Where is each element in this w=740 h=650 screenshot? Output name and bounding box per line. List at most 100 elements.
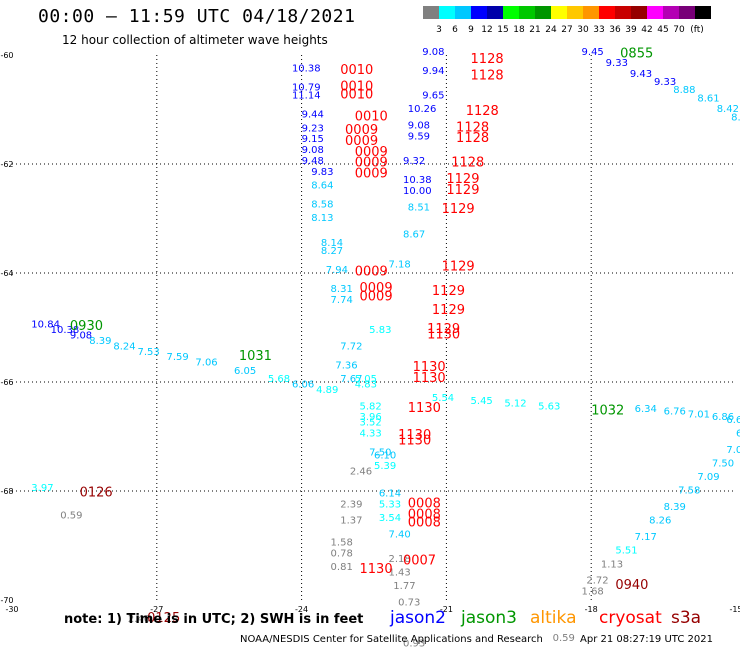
- wave-height-label: 7.59: [166, 352, 188, 363]
- pass-time-label: 0008: [408, 515, 441, 530]
- wave-height-label: 7.50: [712, 458, 734, 469]
- wave-height-label: 6.10: [374, 450, 396, 461]
- wave-height-label: 6.34: [635, 404, 657, 415]
- pass-time-label: 0855: [620, 47, 653, 62]
- legend-swatch: [519, 6, 535, 19]
- legend-swatch: [535, 6, 551, 19]
- wave-height-label: 7.50: [369, 448, 391, 459]
- wave-height-label: 9.08: [302, 145, 324, 156]
- wave-height-label: 2.72: [586, 576, 608, 587]
- pass-time-label: 1129: [432, 303, 465, 318]
- y-tick-label: -70: [0, 596, 13, 605]
- legend-swatch: [455, 6, 471, 19]
- wave-height-label: 5.12: [504, 399, 526, 410]
- wave-height-label: 1.68: [582, 587, 604, 598]
- wave-height-label: 0.73: [398, 597, 420, 608]
- wave-height-label: 9.94: [422, 66, 444, 77]
- pass-time-label: 0010: [340, 63, 373, 78]
- wave-height-label: 7.72: [340, 341, 362, 352]
- wave-height-label: 10.38: [51, 325, 80, 336]
- legend-label: 24: [545, 25, 557, 35]
- wave-height-label: 9.48: [302, 156, 324, 167]
- wave-height-label: 8.67: [403, 230, 425, 241]
- pass-time-label: 1129: [432, 284, 465, 299]
- legend-label: 39: [625, 25, 637, 35]
- pass-time-label: 1128: [466, 104, 499, 119]
- pass-time-label: 0008: [408, 496, 441, 511]
- wave-height-label: 6.86: [712, 412, 734, 423]
- pass-time-label: 1130: [413, 371, 446, 386]
- legend-swatch: [631, 6, 647, 19]
- wave-height-label: 4.83: [355, 379, 377, 390]
- legend-label: 70: [673, 25, 685, 35]
- wave-height-label: 8.42: [717, 104, 739, 115]
- wave-height-label: 8.64: [311, 181, 333, 192]
- wave-height-label: 9.15: [302, 134, 324, 145]
- x-tick-label: -15: [729, 605, 740, 614]
- pass-time-label: 1130: [413, 360, 446, 375]
- wave-height-label: 8.27: [321, 246, 343, 257]
- wave-height-label: 7.17: [635, 532, 657, 543]
- pass-time-label: 0009: [355, 265, 388, 280]
- wave-height-label: 6.87: [736, 429, 740, 440]
- wave-height-label: 6.14: [379, 488, 401, 499]
- legend-swatch: [567, 6, 583, 19]
- wave-height-label: 5.68: [268, 374, 290, 385]
- wave-height-label: 7.36: [335, 360, 357, 371]
- wave-height-label: 10.38: [403, 175, 432, 186]
- y-tick-label: -66: [0, 378, 13, 387]
- legend-label: 30: [577, 25, 589, 35]
- wave-height-label: 7.40: [388, 529, 410, 540]
- wave-height-label: 8.14: [321, 238, 343, 249]
- wave-height-label: 6.76: [664, 407, 686, 418]
- wave-height-label: 1.13: [601, 559, 623, 570]
- wave-height-label: 8.24: [113, 341, 135, 352]
- wave-height-label: 7.58: [678, 486, 700, 497]
- pass-time-label: 0010: [340, 88, 373, 103]
- page-subtitle: 12 hour collection of altimeter wave hei…: [62, 33, 328, 47]
- wave-height-label: 9.45: [582, 47, 604, 58]
- pass-time-label: 1128: [456, 120, 489, 135]
- pass-time-label: 1130: [360, 562, 393, 577]
- legend-swatch: [583, 6, 599, 19]
- pass-time-label: 1129: [427, 322, 460, 337]
- wave-height-label: 0.59: [60, 510, 82, 521]
- footer-note: note: 1) Time is in UTC; 2) SWH is in fe…: [64, 612, 364, 627]
- wave-height-label: 0.81: [331, 562, 353, 573]
- pass-time-label: 1130: [398, 434, 431, 449]
- pass-time-label: 0009: [345, 123, 378, 138]
- wave-height-label: 1.43: [388, 567, 410, 578]
- pass-time-label: 0008: [408, 507, 441, 522]
- legend-label: 15: [497, 25, 508, 35]
- wave-height-label: 3.52: [360, 418, 382, 429]
- pass-time-label: 1129: [446, 183, 479, 198]
- wave-height-label: 0.78: [331, 548, 353, 559]
- pass-time-label: 1128: [456, 131, 489, 146]
- wave-height-label: 11.14: [292, 91, 321, 102]
- legend-swatch: [439, 6, 455, 19]
- wave-height-label: 7.53: [137, 347, 159, 358]
- pass-time-label: 1129: [446, 172, 479, 187]
- legend-swatch: [679, 6, 695, 19]
- y-tick-label: -68: [0, 487, 13, 496]
- pass-time-label: 0940: [615, 578, 648, 593]
- legend-label: 27: [561, 25, 572, 35]
- legend-label: 45: [657, 25, 668, 35]
- wave-height-label: 5.33: [379, 499, 401, 510]
- wave-height-label: 1.58: [331, 538, 353, 549]
- generation-timestamp: Apr 21 08:27:19 UTC 2021: [580, 634, 713, 645]
- legend-swatch: [503, 6, 519, 19]
- legend-label: 42: [641, 25, 652, 35]
- wave-height-label: 5.39: [374, 461, 396, 472]
- legend-label: 6: [452, 25, 458, 35]
- wave-height-label: 8.26: [649, 516, 671, 527]
- legend-swatch: [471, 6, 487, 19]
- legend-swatch: [551, 6, 567, 19]
- pass-time-label: 0009: [355, 167, 388, 182]
- wave-height-label: 9.08: [70, 330, 92, 341]
- wave-height-label: 9.23: [302, 123, 324, 134]
- wave-height-label: 5.82: [360, 401, 382, 412]
- wave-height-label: 5.83: [369, 325, 391, 336]
